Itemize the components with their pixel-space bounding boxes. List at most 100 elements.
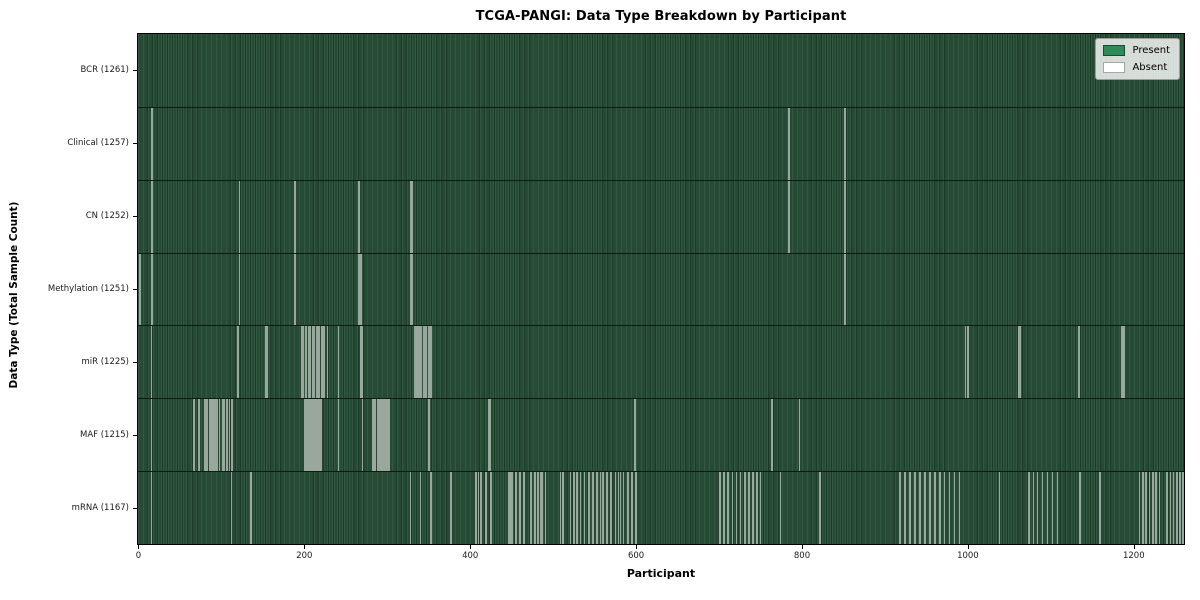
absent-stripe — [904, 471, 906, 544]
absent-stripe — [899, 471, 901, 544]
absent-stripe — [1166, 471, 1168, 544]
x-tick-label: 200 — [296, 551, 313, 561]
y-tick-label: MAF (1215) — [79, 429, 129, 440]
absent-stripe — [844, 106, 846, 180]
absent-stripe — [489, 398, 491, 472]
absent-stripe — [592, 471, 594, 544]
absent-stripe — [544, 471, 547, 544]
absent-stripe — [409, 179, 412, 253]
heatmap-plot: Present Absent — [137, 33, 1185, 545]
absent-stripe — [1123, 325, 1125, 399]
absent-stripe — [1051, 471, 1054, 544]
absent-stripe — [596, 471, 598, 544]
absent-stripe — [376, 398, 379, 472]
x-tick-mark — [1133, 545, 1135, 549]
legend-entry-present: Present — [1103, 45, 1170, 56]
absent-stripe — [617, 471, 620, 544]
absent-stripe — [417, 325, 419, 399]
absent-stripe — [1046, 471, 1049, 544]
absent-stripe — [318, 325, 321, 399]
x-tick-mark — [470, 545, 472, 549]
absent-stripe — [139, 252, 141, 326]
absent-stripe — [576, 471, 578, 544]
absent-stripe — [938, 471, 941, 544]
absent-stripe — [216, 398, 218, 472]
absent-stripe — [573, 471, 575, 544]
absent-stripe — [337, 398, 340, 472]
heatmap-row-cn — [138, 179, 1184, 253]
absent-stripe — [534, 471, 536, 544]
absent-stripe — [953, 471, 956, 544]
absent-stripe — [323, 325, 326, 399]
row-divider — [138, 179, 1184, 181]
absent-stripe — [1099, 471, 1101, 544]
absent-stripe — [844, 252, 846, 326]
absent-stripe — [529, 471, 532, 544]
x-tick-mark — [802, 545, 803, 549]
absent-stripe — [914, 471, 916, 544]
absent-stripe — [361, 325, 364, 399]
absent-stripe — [508, 471, 510, 544]
absent-stripe — [731, 471, 734, 544]
absent-stripe — [238, 252, 241, 326]
absent-stripe — [359, 252, 362, 326]
absent-stripe — [222, 398, 224, 472]
absent-stripe — [569, 471, 572, 544]
heatmap-area — [138, 34, 1184, 544]
absent-stripe — [386, 398, 389, 472]
absent-stripe — [384, 398, 387, 472]
absent-stripe — [305, 398, 307, 472]
absent-stripe — [411, 252, 413, 326]
absent-stripe — [1120, 325, 1123, 399]
absent-stripe — [238, 179, 241, 253]
absent-stripe — [539, 471, 542, 544]
absent-stripe — [361, 398, 364, 472]
absent-stripe — [1056, 471, 1059, 544]
absent-stripe — [771, 398, 773, 472]
absent-stripe — [315, 325, 318, 399]
absent-stripe — [1181, 471, 1184, 544]
absent-stripe — [388, 398, 390, 472]
absent-stripe — [480, 471, 482, 544]
absent-stripe — [602, 471, 604, 544]
legend-entry-absent: Absent — [1103, 62, 1170, 73]
absent-stripe — [933, 471, 936, 544]
absent-stripe — [228, 398, 231, 472]
x-tick-mark — [636, 545, 638, 549]
heatmap-row-clinical — [138, 106, 1184, 180]
absent-stripe — [150, 252, 153, 326]
absent-stripe — [430, 471, 433, 544]
absent-stripe — [1028, 471, 1031, 544]
absent-stripe — [316, 398, 319, 472]
row-divider — [138, 252, 1184, 254]
absent-stripe — [485, 471, 487, 544]
absent-stripe — [1078, 325, 1080, 399]
absent-stripe — [193, 398, 195, 472]
absent-stripe — [311, 398, 314, 472]
absent-stripe — [1121, 325, 1123, 399]
x-tick-label: 1000 — [957, 551, 979, 561]
absent-stripe — [919, 471, 921, 544]
heatmap-row-mir — [138, 325, 1184, 399]
row-divider — [138, 398, 1184, 400]
absent-stripe — [302, 325, 305, 399]
absent-stripe — [748, 471, 750, 544]
absent-stripe — [419, 471, 422, 544]
heatmap-row-bcr — [138, 34, 1184, 107]
absent-stripe — [264, 325, 267, 399]
absent-stripe — [151, 252, 154, 326]
absent-stripe — [727, 471, 729, 544]
absent-stripe — [635, 471, 637, 544]
absent-stripe — [1148, 471, 1151, 544]
absent-stripe — [619, 471, 622, 544]
absent-stripe — [210, 398, 213, 472]
absent-stripe — [208, 398, 211, 472]
absent-stripe — [315, 398, 317, 472]
absent-stripe — [1017, 325, 1020, 399]
absent-stripe — [477, 471, 480, 544]
y-tick-label: Methylation (1251) — [47, 284, 129, 294]
absent-stripe — [798, 398, 801, 472]
absent-stripe — [943, 471, 946, 544]
absent-stripe — [425, 325, 428, 399]
absent-stripe — [150, 106, 153, 180]
